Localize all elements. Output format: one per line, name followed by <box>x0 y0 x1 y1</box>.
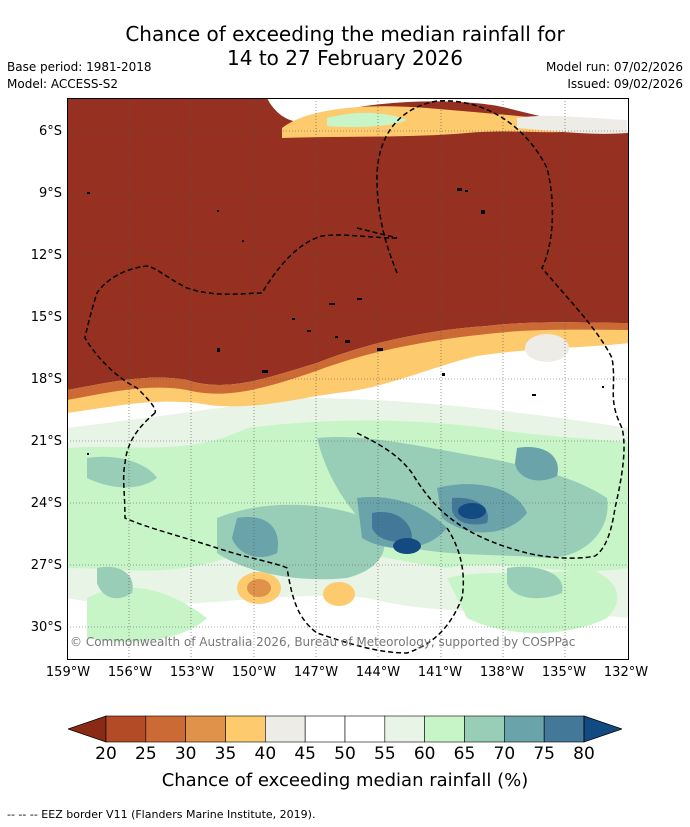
colorbar-bin <box>265 715 306 743</box>
lon-label-141w: 141°W <box>417 665 463 680</box>
map-frame <box>67 98 629 660</box>
title-line-2: 14 to 27 February 2026 <box>227 46 463 70</box>
region-40-45-east <box>525 334 569 362</box>
region-30-35-s1 <box>247 579 271 597</box>
lon-label-156w: 156°W <box>107 665 153 680</box>
region-65-70-c <box>87 456 157 488</box>
base-period: Base period: 1981-2018 <box>7 60 152 74</box>
lat-label-21s: 21°S <box>30 434 62 449</box>
lat-label-24s: 24°S <box>30 496 62 511</box>
colorbar-tick-label: 25 <box>135 744 157 764</box>
lon-label-138w: 138°W <box>479 665 525 680</box>
lon-label-132w: 132°W <box>603 665 649 680</box>
lat-label-9s: 9°S <box>38 186 62 201</box>
lat-label-6s: 6°S <box>38 124 62 139</box>
colorbar-tick-label: 45 <box>294 744 316 764</box>
region-above-80-b <box>458 503 486 519</box>
colorbar-bin <box>543 715 585 743</box>
chart-title: Chance of exceeding the median rainfall … <box>0 22 690 70</box>
colorbar-bin <box>225 715 266 743</box>
eez-legend: -- -- -- EEZ border V11 (Flanders Marine… <box>7 808 316 821</box>
colorbar-tick-label: 50 <box>334 744 356 764</box>
colorbar-tick-label: 20 <box>95 744 117 764</box>
colorbar-bin <box>145 715 186 743</box>
copyright-credit: © Commonwealth of Australia 2026, Bureau… <box>70 635 575 649</box>
colorbar-tick-label: 60 <box>413 744 436 764</box>
region-65-70-e <box>507 566 563 599</box>
colorbar-bin <box>304 715 346 743</box>
region-70-75-d <box>515 447 558 481</box>
eez-borders <box>84 100 625 654</box>
colorbar-extend-low <box>68 715 107 743</box>
colorbar-bin <box>384 715 425 743</box>
colorbar-tick-label: 65 <box>453 744 476 764</box>
region-75-80-a <box>372 512 412 542</box>
meta-left: Base period: 1981-2018 Model: ACCESS-S2 <box>7 59 152 93</box>
colorbar-tick-label: 40 <box>254 744 277 764</box>
lon-label-144w: 144°W <box>355 665 401 680</box>
model-name: Model: ACCESS-S2 <box>7 77 119 91</box>
colorbar-bin <box>185 715 226 743</box>
region-35-40-s2 <box>323 582 355 606</box>
islands <box>87 188 604 455</box>
lon-label-135w: 135°W <box>541 665 587 680</box>
lon-label-150w: 150°W <box>231 665 277 680</box>
lat-label-12s: 12°S <box>30 248 62 263</box>
colorbar-tick-label: 35 <box>214 744 237 764</box>
colorbar-tick-label: 75 <box>533 744 555 764</box>
region-below-20 <box>67 98 629 390</box>
lon-label-153w: 153°W <box>169 665 215 680</box>
colorbar-bin <box>504 715 545 743</box>
meta-right: Model run: 07/02/2026 Issued: 09/02/2026 <box>546 59 683 93</box>
lon-label-147w: 147°W <box>293 665 339 680</box>
region-60-65-north <box>327 112 407 128</box>
colorbar-title: Chance of exceeding median rainfall (%) <box>161 770 529 791</box>
model-run: Model run: 07/02/2026 <box>545 60 683 74</box>
colorbar-bin <box>424 715 465 743</box>
colorbar-bin <box>105 715 147 743</box>
map-grid <box>67 98 629 660</box>
region-65-70-d <box>97 566 133 599</box>
region-60-65-se <box>447 568 618 633</box>
lat-label-15s: 15°S <box>30 310 62 325</box>
colorbar-extend-high <box>583 715 622 743</box>
region-above-80-a <box>393 538 421 554</box>
rainfall-map: © Commonwealth of Australia 2026, Bureau… <box>67 98 629 660</box>
lat-label-27s: 27°S <box>30 558 62 573</box>
colorbar-tick-label: 70 <box>493 744 516 764</box>
title-line-1: Chance of exceeding the median rainfall … <box>125 22 565 46</box>
lat-label-30s: 30°S <box>30 620 62 635</box>
colorbar-tick-label: 80 <box>573 744 595 764</box>
colorbar-tick-label: 55 <box>374 744 396 764</box>
colorbar-bin <box>344 715 386 743</box>
issued-date: Issued: 09/02/2026 <box>567 77 683 91</box>
region-70-75-c <box>232 517 278 558</box>
colorbar <box>68 715 622 743</box>
lon-label-159w: 159°W <box>45 665 91 680</box>
colorbar-tick-label: 30 <box>174 744 197 764</box>
colorbar-bin <box>464 715 505 743</box>
lat-label-18s: 18°S <box>30 372 62 387</box>
region-40-45-north <box>517 115 627 134</box>
region-60-65-sw <box>87 587 207 642</box>
